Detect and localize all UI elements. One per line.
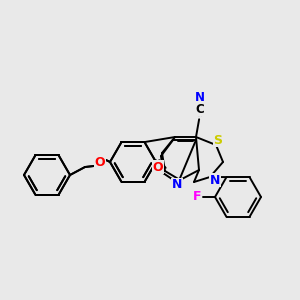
Text: O: O (153, 161, 163, 174)
Text: O: O (95, 157, 105, 169)
Text: C: C (196, 103, 205, 116)
Text: N: N (195, 91, 205, 104)
Text: S: S (214, 134, 223, 146)
Text: N: N (172, 178, 182, 191)
Text: F: F (193, 190, 201, 203)
Text: N: N (210, 173, 220, 187)
Text: O: O (95, 157, 105, 169)
